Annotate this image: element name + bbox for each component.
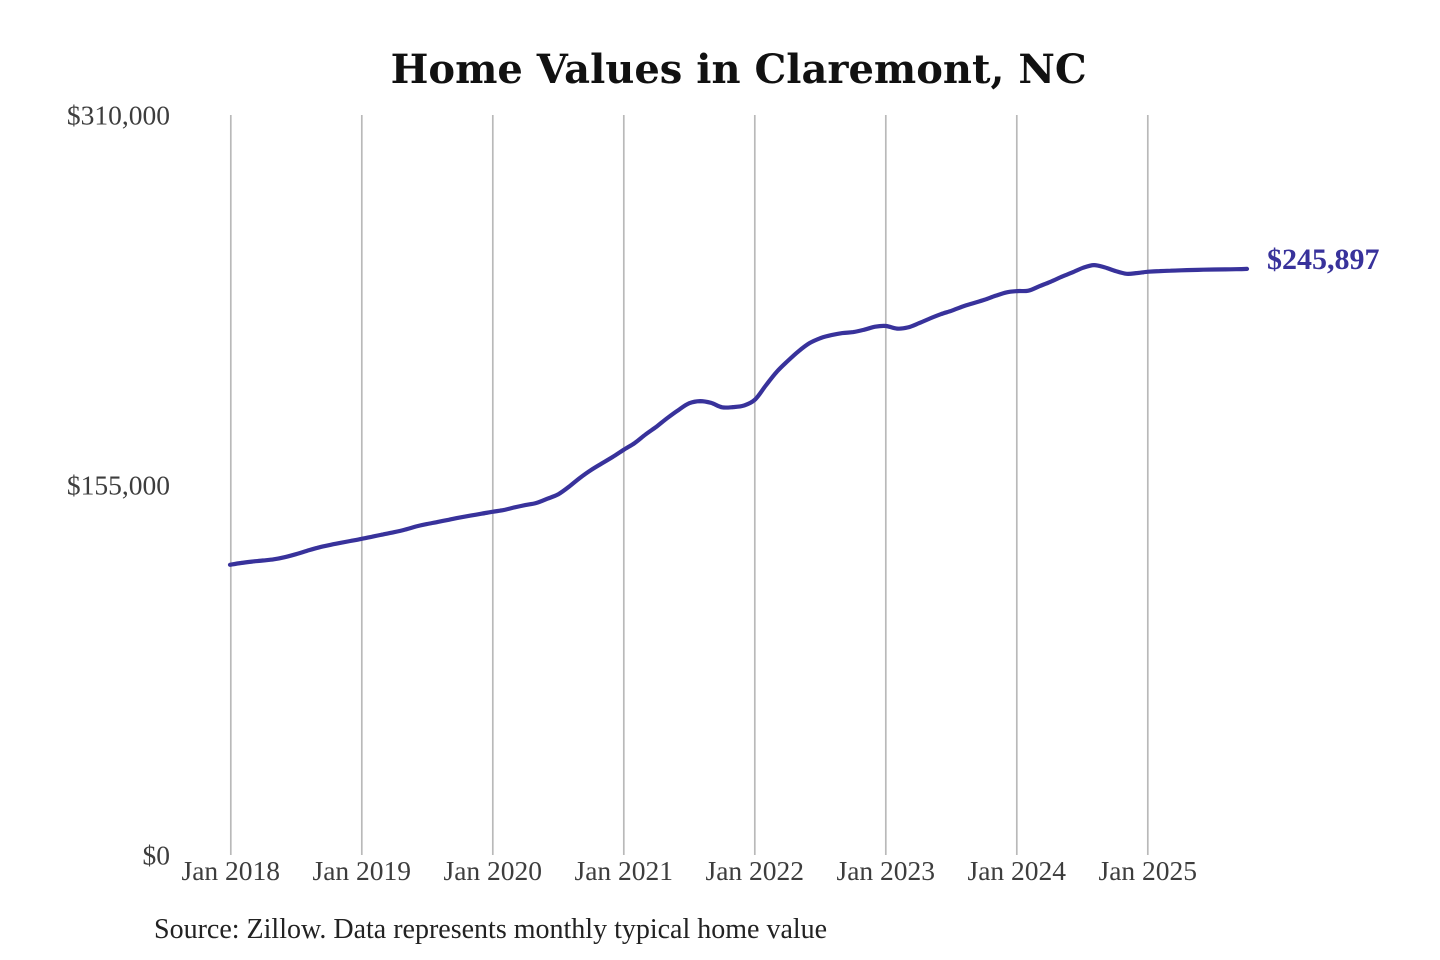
svg-text:Jan 2024: Jan 2024	[968, 855, 1067, 886]
svg-text:Jan 2018: Jan 2018	[182, 855, 281, 886]
svg-text:$310,000: $310,000	[67, 100, 170, 131]
svg-text:Source: Zillow. Data represent: Source: Zillow. Data represents monthly …	[154, 914, 827, 945]
svg-text:Jan 2019: Jan 2019	[313, 855, 412, 886]
svg-text:$0: $0	[143, 840, 171, 871]
svg-text:Jan 2022: Jan 2022	[706, 855, 805, 886]
svg-text:$155,000: $155,000	[67, 470, 170, 501]
svg-text:Home Values in Claremont, NC: Home Values in Claremont, NC	[391, 46, 1087, 93]
svg-text:Jan 2025: Jan 2025	[1099, 855, 1198, 886]
svg-text:Jan 2023: Jan 2023	[837, 855, 936, 886]
svg-text:$245,897: $245,897	[1267, 243, 1380, 276]
svg-text:Jan 2021: Jan 2021	[575, 855, 674, 886]
svg-text:Jan 2020: Jan 2020	[444, 855, 543, 886]
